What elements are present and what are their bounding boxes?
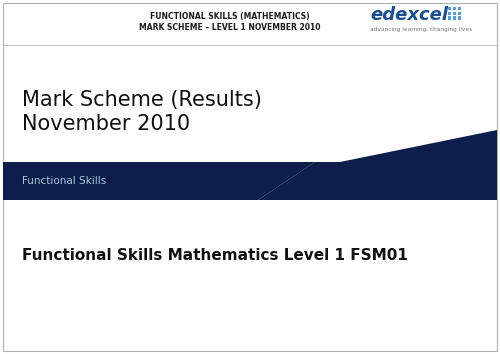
- Text: November 2010: November 2010: [22, 114, 190, 134]
- Bar: [448, 12, 451, 15]
- Bar: [448, 7, 451, 10]
- Polygon shape: [258, 162, 315, 200]
- Bar: [458, 7, 461, 10]
- Bar: [458, 16, 461, 19]
- Text: Mark Scheme (Results): Mark Scheme (Results): [22, 90, 262, 110]
- Bar: [453, 7, 456, 10]
- Bar: [448, 16, 451, 19]
- Text: Functional Skills: Functional Skills: [22, 176, 106, 186]
- Bar: [315, 162, 497, 200]
- Polygon shape: [340, 130, 497, 162]
- Text: advancing learning, changing lives: advancing learning, changing lives: [370, 27, 472, 32]
- Text: MARK SCHEME – LEVEL 1 NOVEMBER 2010: MARK SCHEME – LEVEL 1 NOVEMBER 2010: [139, 23, 321, 33]
- Bar: [453, 16, 456, 19]
- Text: edexcel: edexcel: [370, 6, 448, 24]
- Text: FUNCTIONAL SKILLS (MATHEMATICS): FUNCTIONAL SKILLS (MATHEMATICS): [150, 11, 310, 21]
- Bar: [3, 162, 497, 200]
- Bar: [458, 12, 461, 15]
- Polygon shape: [258, 162, 497, 200]
- Text: Functional Skills Mathematics Level 1 FSM01: Functional Skills Mathematics Level 1 FS…: [22, 247, 408, 263]
- Bar: [453, 12, 456, 15]
